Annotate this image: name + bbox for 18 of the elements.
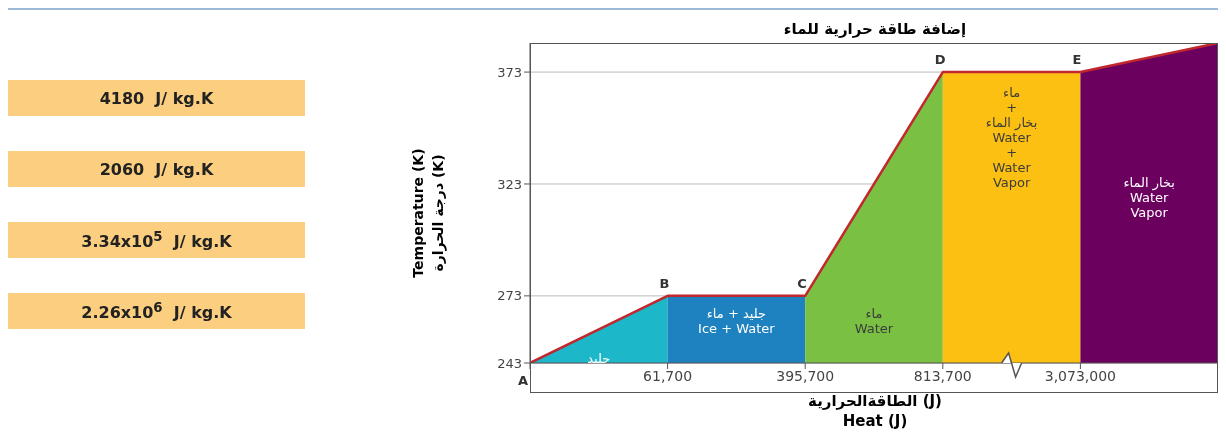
text: 2060 J/ kg.K: [99, 159, 214, 179]
text: 4180 J/ kg.K: [99, 88, 214, 108]
x-tick-label: 395,700: [776, 367, 835, 384]
annotation: B: [659, 275, 670, 291]
annotation: C: [797, 275, 807, 291]
x-tick-label: 813,700: [913, 367, 972, 384]
text: 2.26x10$^{6}$ J/ kg.K: [81, 299, 232, 323]
y-tick-label: 273: [497, 288, 522, 304]
annotation: E: [1072, 52, 1082, 68]
text: A: [518, 373, 529, 388]
text: 3.34x10$^{5}$ J/ kg.K: [81, 228, 232, 252]
y-tick-label: 243: [497, 355, 522, 371]
annotation: D: [934, 52, 946, 68]
y-tick-label: 323: [497, 176, 522, 192]
x-tick-label: 3,073,000: [1044, 367, 1117, 384]
chart-title: إضافة طاقة حرارية للماء: [782, 20, 968, 38]
y-tick-label: 373: [497, 64, 522, 80]
x-tick-label: 61,700: [643, 367, 693, 384]
